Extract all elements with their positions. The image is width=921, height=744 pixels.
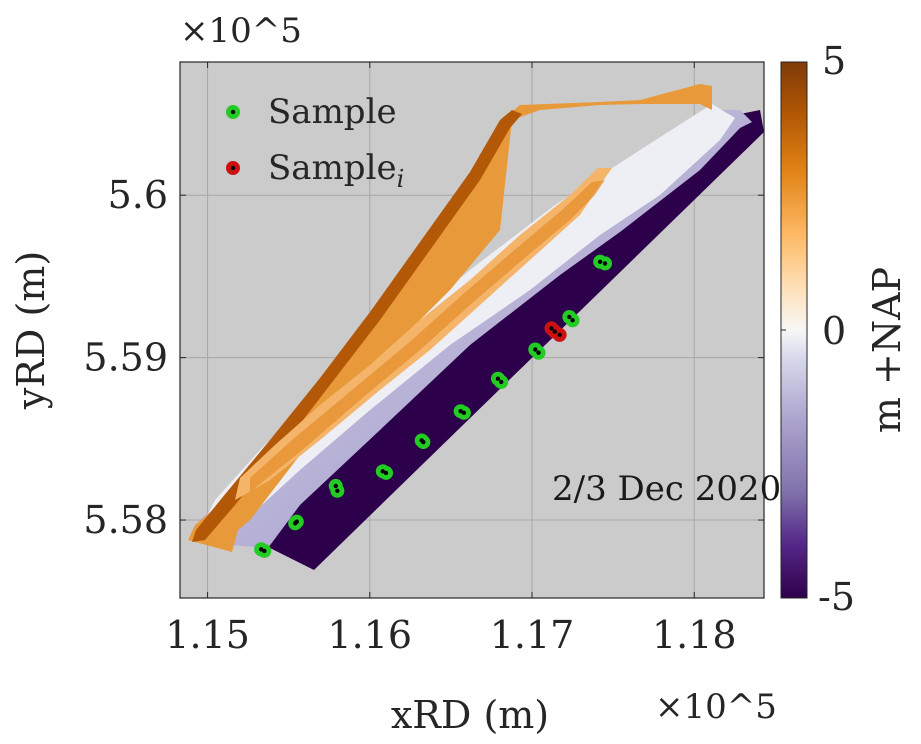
- x-tick-label: 1.16: [327, 613, 412, 657]
- x-axis-ticks: 1.15 1.16 1.17 1.18: [165, 62, 737, 657]
- legend-label-sample-i: Samplei: [268, 148, 404, 193]
- sample-point-dot: [380, 469, 385, 474]
- sample-point-dot: [602, 261, 608, 266]
- x-tick-label: 1.18: [652, 613, 737, 657]
- legend-label-sample-i-subscript: i: [397, 165, 405, 193]
- colorbar-tick-max: 5: [822, 39, 846, 83]
- sample-point-dot: [421, 439, 426, 445]
- sample-point-dot: [597, 259, 603, 264]
- sample-i-point-dot: [552, 329, 557, 334]
- sample-point-dot: [536, 350, 541, 355]
- sample-point-dot: [458, 409, 463, 414]
- x-exponent-label: ×10^5: [655, 687, 777, 727]
- sample-point-dot: [383, 470, 389, 476]
- sample-point-dot: [499, 379, 504, 385]
- sample-i-point-dot: [549, 326, 554, 331]
- y-axis-ticks: 5.58 5.59 5.6: [83, 173, 764, 542]
- colorbar-tick-zero-label: 0: [822, 309, 846, 353]
- y-tick-label: 5.58: [83, 498, 168, 542]
- date-annotation: 2/3 Dec 2020: [552, 469, 781, 509]
- y-axis-label: yRD (m): [9, 251, 53, 410]
- x-tick-label: 1.15: [165, 613, 250, 657]
- sample-point-dot: [495, 376, 501, 381]
- sample-point-dot: [335, 488, 340, 493]
- dune-region: [188, 84, 712, 552]
- sample-point-dot: [333, 483, 338, 489]
- sample-point-dot: [567, 314, 572, 320]
- sample-point-dot: [461, 410, 467, 416]
- y-tick-label: 5.6: [108, 173, 168, 217]
- elevation-map: [188, 84, 764, 570]
- legend-label-sample: Sample: [268, 92, 397, 132]
- legend-label-sample-i-base: Sample: [268, 148, 397, 188]
- legend: Sample Samplei: [226, 92, 404, 193]
- legend-marker-sample-i-dot: [230, 165, 236, 171]
- colorbar-label: m +NAP: [865, 267, 909, 433]
- sample-point-dot: [258, 547, 264, 552]
- colorbar-tick-min: -5: [818, 575, 855, 619]
- sample-i-point-dot: [557, 332, 562, 338]
- sample-points: [254, 254, 613, 558]
- y-exponent-label: ×10^5: [180, 11, 302, 51]
- sample-point-dot: [570, 318, 575, 323]
- sample-point-dot: [262, 548, 267, 554]
- x-tick-label: 1.17: [490, 613, 575, 657]
- dike-crest: [192, 110, 522, 542]
- legend-marker-sample-dot: [230, 109, 236, 115]
- y-tick-label: 5.59: [83, 336, 168, 380]
- sand-bar-crest: [250, 180, 605, 492]
- sample-point-dot: [294, 519, 299, 524]
- sample-point-dot: [533, 347, 538, 352]
- plot-frame: [179, 61, 765, 599]
- deep-water-region: [265, 110, 764, 570]
- x-axis-label: xRD (m): [391, 693, 549, 737]
